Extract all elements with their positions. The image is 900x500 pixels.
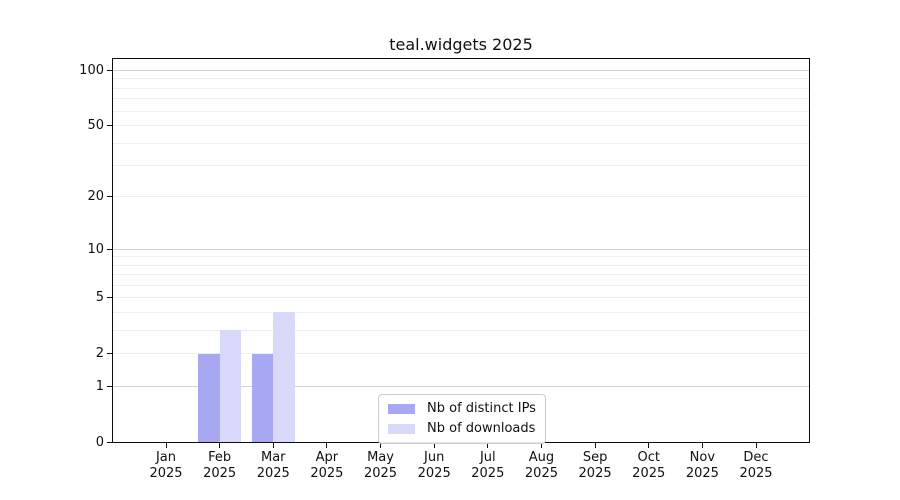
gridline-minor-4 [113, 311, 809, 313]
gridline-minor-60 [113, 110, 809, 112]
gridline-minor-50 [113, 125, 809, 127]
xtick-label-line: 2025 [524, 465, 558, 481]
gridline-minor-20 [113, 196, 809, 198]
ytick-mark-2 [107, 353, 112, 355]
gridline-major-100 [113, 70, 809, 72]
ytick-label-5: 5 [95, 290, 104, 306]
xtick-label-line: Jul [479, 450, 496, 465]
xtick-mark-oct-2025 [648, 443, 650, 448]
xtick-label-mar-2025: Mar 2025 [233, 450, 313, 481]
legend-label-nb-of-downloads: Nb of downloads [427, 421, 536, 436]
ytick-mark-100 [107, 70, 112, 72]
chart-title: teal.widgets 2025 [389, 35, 533, 54]
xtick-label-may-2025: May 2025 [341, 450, 421, 481]
ytick-mark-10 [107, 248, 112, 250]
xtick-mark-dec-2025 [755, 443, 757, 448]
xtick-mark-apr-2025 [326, 443, 328, 448]
xtick-label-line: 2025 [310, 465, 344, 481]
ytick-mark-1 [107, 385, 112, 387]
gridline-minor-5 [113, 297, 809, 299]
gridline-minor-3 [113, 329, 809, 331]
ytick-mark-0 [107, 441, 112, 443]
gridline-minor-80 [113, 87, 809, 89]
gridline-minor-9 [113, 256, 809, 258]
xtick-label-line: 2025 [149, 465, 183, 481]
xtick-label-line: 2025 [632, 465, 666, 481]
plot-area [112, 58, 810, 443]
xtick-label-oct-2025: Oct 2025 [609, 450, 689, 481]
ytick-mark-5 [107, 297, 112, 299]
gridline-major-1 [113, 385, 809, 387]
xtick-label-dec-2025: Dec 2025 [716, 450, 796, 481]
xtick-mark-mar-2025 [272, 443, 274, 448]
xtick-label-line: Nov [689, 450, 716, 465]
ytick-label-0: 0 [95, 434, 104, 450]
gridline-minor-6 [113, 284, 809, 286]
ytick-label-100: 100 [79, 63, 104, 79]
xtick-label-feb-2025: Feb 2025 [180, 450, 260, 481]
xtick-mark-jun-2025 [433, 443, 435, 448]
ytick-label-10: 10 [87, 241, 104, 257]
bar-nb-of-downloads-feb-2025 [219, 330, 242, 442]
bar-nb-of-downloads-mar-2025 [273, 312, 295, 442]
xtick-label-line: 2025 [578, 465, 612, 481]
xtick-label-line: Mar [261, 450, 286, 465]
ytick-label-50: 50 [87, 118, 104, 134]
xtick-mark-aug-2025 [540, 443, 542, 448]
xtick-label-sep-2025: Sep 2025 [555, 450, 635, 481]
xtick-mark-may-2025 [380, 443, 382, 448]
gridline-minor-7 [113, 274, 809, 276]
legend-label-nb-of-distinct-ips: Nb of distinct IPs [427, 401, 536, 416]
xtick-label-jul-2025: Jul 2025 [448, 450, 528, 481]
gridline-minor-8 [113, 264, 809, 266]
gridline-minor-70 [113, 98, 809, 100]
bar-nb-of-distinct-ips-mar-2025 [251, 353, 274, 442]
xtick-label-line: Feb [208, 450, 232, 465]
ytick-mark-50 [107, 125, 112, 127]
xtick-label-line: 2025 [417, 465, 451, 481]
xtick-mark-jan-2025 [165, 443, 167, 448]
xtick-label-line: 2025 [256, 465, 290, 481]
xtick-label-line: 2025 [739, 465, 773, 481]
legend-row-nb-of-distinct-ips: Nb of distinct IPs [388, 401, 536, 417]
xtick-label-line: Dec [743, 450, 769, 465]
legend-swatch-nb-of-distinct-ips [388, 404, 415, 414]
xtick-label-line: May [367, 450, 394, 465]
xtick-mark-feb-2025 [219, 443, 221, 448]
xtick-label-line: 2025 [685, 465, 719, 481]
xtick-label-line: Jan [155, 450, 177, 465]
xtick-label-aug-2025: Aug 2025 [501, 450, 581, 481]
xtick-mark-sep-2025 [594, 443, 596, 448]
xtick-label-line: 2025 [363, 465, 398, 481]
xtick-label-line: Apr [315, 450, 339, 465]
xtick-label-apr-2025: Apr 2025 [287, 450, 367, 481]
xtick-label-line: Sep [582, 450, 608, 465]
legend-swatch-nb-of-downloads [388, 424, 415, 434]
xtick-label-line: Jun [424, 450, 445, 465]
xtick-label-jan-2025: Jan 2025 [126, 450, 206, 481]
ytick-label-20: 20 [87, 189, 104, 205]
gridline-major-10 [113, 248, 809, 250]
xtick-label-line: Oct [637, 450, 660, 465]
xtick-label-line: 2025 [203, 465, 237, 481]
xtick-mark-nov-2025 [701, 443, 703, 448]
gridline-minor-40 [113, 142, 809, 144]
legend: Nb of distinct IPs Nb of downloads [378, 394, 546, 444]
xtick-mark-jul-2025 [487, 443, 489, 448]
xtick-label-nov-2025: Nov 2025 [662, 450, 742, 481]
ytick-mark-20 [107, 196, 112, 198]
legend-row-nb-of-downloads: Nb of downloads [388, 421, 536, 437]
gridline-minor-2 [113, 353, 809, 355]
xtick-label-jun-2025: Jun 2025 [394, 450, 474, 481]
bar-nb-of-distinct-ips-feb-2025 [198, 353, 220, 442]
gridline-minor-90 [113, 78, 809, 80]
ytick-label-1: 1 [95, 378, 104, 394]
gridline-minor-30 [113, 165, 809, 167]
xtick-label-line: Aug [528, 450, 555, 465]
xtick-label-line: 2025 [471, 465, 505, 481]
ytick-label-2: 2 [95, 346, 104, 362]
